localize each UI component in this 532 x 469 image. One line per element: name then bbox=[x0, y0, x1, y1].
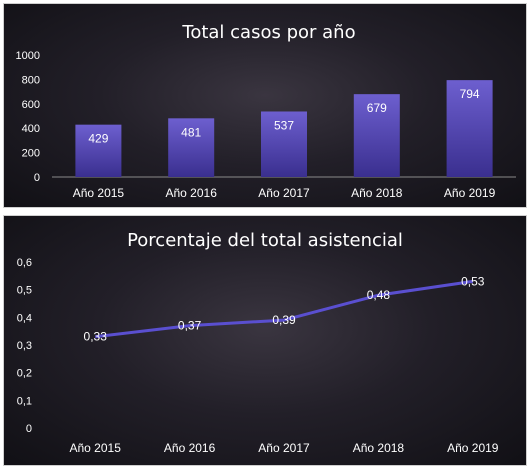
x-tick-label: Año 2018 bbox=[353, 441, 405, 455]
bar-data-label: 537 bbox=[274, 118, 294, 132]
line-data-label: 0,33 bbox=[84, 330, 108, 344]
bar-data-label: 481 bbox=[181, 125, 201, 139]
bar-data-label: 429 bbox=[88, 132, 108, 146]
line-chart: Porcentaje del total asistencial 0 0,1 0,2… bbox=[17, 230, 499, 455]
x-tick-label: Año 2019 bbox=[444, 186, 496, 200]
bar-chart-title: Total casos por año bbox=[181, 22, 355, 43]
y-tick-label: 0,4 bbox=[17, 312, 32, 324]
bar bbox=[168, 118, 215, 177]
y-tick-label: 600 bbox=[22, 99, 40, 111]
y-tick-label: 0,6 bbox=[17, 257, 32, 269]
line-data-label: 0,53 bbox=[461, 274, 485, 288]
y-tick-label: 200 bbox=[22, 148, 40, 160]
bar bbox=[261, 111, 307, 177]
y-tick-label: 0,3 bbox=[17, 340, 32, 352]
x-tick-label: Año 2017 bbox=[258, 186, 310, 200]
bar bbox=[446, 80, 493, 177]
bar-data-label: 794 bbox=[460, 87, 480, 101]
x-tick-label: Año 2018 bbox=[351, 186, 403, 200]
line-chart-panel: Porcentaje del total asistencial 0 0,1 0,2… bbox=[4, 216, 526, 465]
x-tick-label: Año 2016 bbox=[164, 441, 216, 455]
y-tick-label: 400 bbox=[22, 123, 40, 135]
x-tick-label: Año 2019 bbox=[447, 441, 499, 455]
bar bbox=[75, 124, 122, 177]
y-tick-label: 800 bbox=[22, 74, 40, 86]
y-tick-label: 0,5 bbox=[17, 285, 32, 297]
y-tick-label: 0 bbox=[26, 423, 32, 435]
y-tick-label: 0,2 bbox=[17, 368, 32, 380]
series-line bbox=[95, 279, 474, 339]
x-tick-label: Año 2016 bbox=[166, 186, 218, 200]
y-tick-label: 0,1 bbox=[17, 395, 32, 407]
line-data-label: 0,48 bbox=[367, 288, 391, 302]
y-tick-label: 1000 bbox=[16, 50, 40, 62]
bar-chart: Total casos por año 0 200 400 600 800 1000 429… bbox=[16, 22, 516, 200]
y-tick-label: 0 bbox=[34, 172, 40, 184]
line-data-label: 0,37 bbox=[178, 319, 202, 333]
bar-data-label: 679 bbox=[367, 101, 387, 115]
bar bbox=[353, 94, 400, 177]
x-tick-label: Año 2017 bbox=[258, 441, 310, 455]
bar-chart-panel: Total casos por año 0 200 400 600 800 1000 429… bbox=[4, 4, 526, 207]
line-data-label: 0,39 bbox=[272, 313, 296, 327]
x-tick-label: Año 2015 bbox=[73, 186, 125, 200]
x-tick-label: Año 2015 bbox=[70, 441, 122, 455]
line-chart-title: Porcentaje del total asistencial bbox=[127, 230, 403, 251]
